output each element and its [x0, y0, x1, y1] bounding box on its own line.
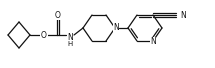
Text: O: O [55, 10, 61, 20]
Text: N: N [180, 10, 186, 20]
Text: N: N [113, 24, 119, 33]
Text: O: O [41, 31, 47, 40]
Text: H: H [67, 41, 73, 47]
Text: N: N [67, 34, 73, 42]
Text: N: N [150, 37, 156, 47]
